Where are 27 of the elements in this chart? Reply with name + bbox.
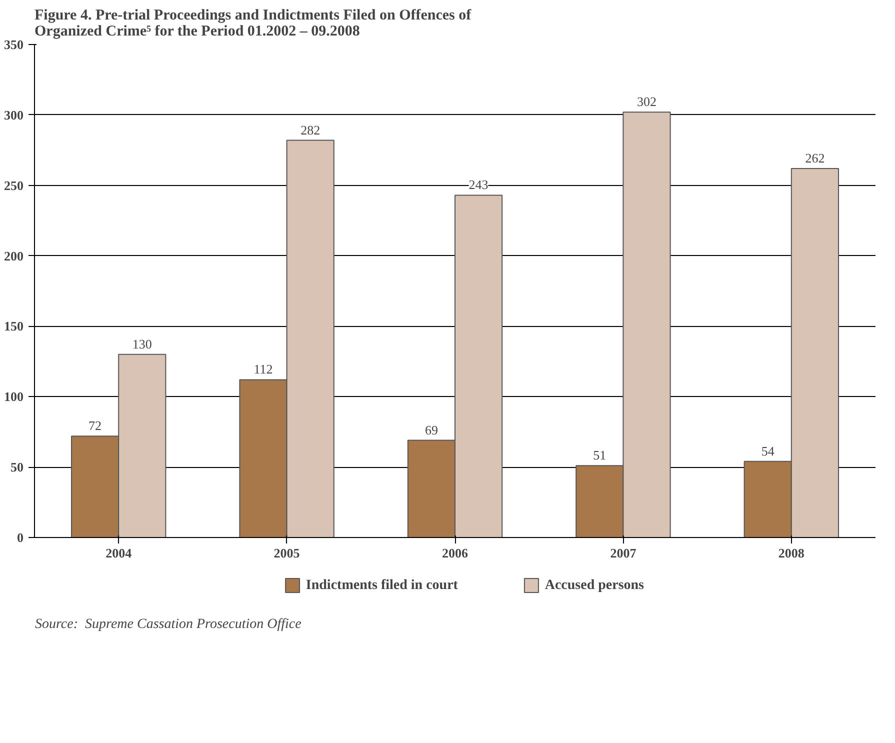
data-label: 54 — [761, 443, 775, 458]
data-label: 112 — [254, 362, 273, 377]
data-label: 130 — [132, 336, 152, 352]
x-tick-label: 2006 — [442, 546, 468, 560]
y-tick-label: 300 — [4, 107, 24, 122]
y-tick-label: 150 — [4, 318, 24, 334]
x-tick-label: 2004 — [106, 546, 132, 560]
data-label: 282 — [300, 122, 320, 138]
x-tick-label: 2005 — [274, 546, 300, 560]
y-tick-label: 350 — [4, 37, 24, 52]
y-tick-label: 200 — [4, 248, 24, 264]
data-label: 302 — [637, 94, 656, 110]
data-label: 51 — [593, 448, 606, 463]
data-label: 69 — [424, 422, 438, 438]
data-label: 262 — [805, 150, 825, 166]
chart-title: Figure 4. Pre-trial Proceedings and Indictments Filed on Offences of Organized Crime⁵ for the Period 01.2002 – 09.2008 — [34, 8, 472, 40]
x-tick-label: 2008 — [778, 546, 805, 560]
data-label: 72 — [88, 418, 102, 434]
y-tick-label: 250 — [4, 178, 24, 193]
y-tick-label: 50 — [10, 460, 24, 475]
y-tick-label: 0 — [17, 530, 24, 545]
x-tick-label: 2007 — [610, 546, 637, 560]
y-tick-label: 100 — [4, 389, 24, 404]
legend-label: Indictments filed in court — [306, 578, 458, 593]
source-note: Source: Supreme Cassation Prosecution Office — [35, 617, 302, 632]
legend-label: Accused persons — [544, 578, 645, 593]
data-label: 243 — [468, 177, 488, 192]
